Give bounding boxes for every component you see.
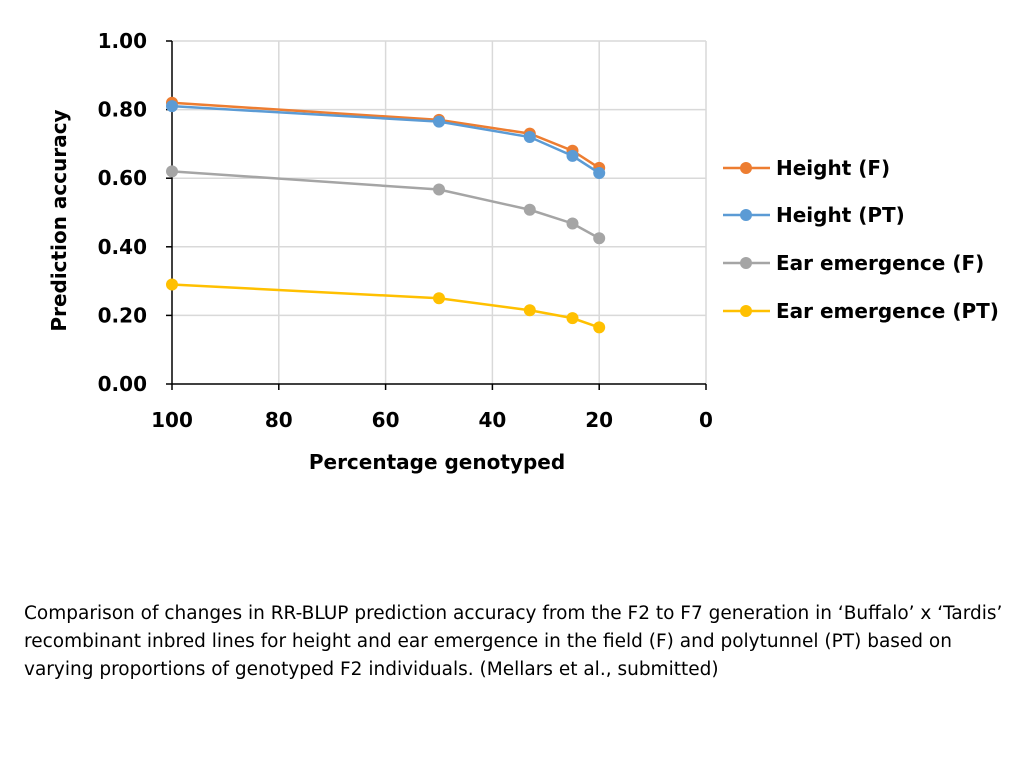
data-point [566, 217, 579, 230]
legend-label: Ear emergence (F) [776, 251, 984, 275]
y-tick-label: 0.60 [98, 166, 147, 190]
data-point [593, 232, 606, 245]
y-tick-label: 0.20 [98, 303, 147, 327]
legend-label: Height (PT) [776, 203, 905, 227]
data-point [593, 167, 606, 180]
x-tick-label: 80 [265, 408, 293, 432]
data-point [166, 100, 178, 113]
x-tick-label: 60 [372, 408, 400, 432]
legend-swatch-marker [740, 257, 752, 269]
legend-item: Ear emergence (F) [723, 251, 984, 275]
data-point [523, 131, 536, 144]
data-point [166, 278, 178, 291]
legend-item: Ear emergence (PT) [723, 299, 999, 323]
y-axis-title: Prediction accuracy [47, 109, 71, 331]
data-point [566, 149, 579, 162]
data-point [523, 203, 536, 216]
legend-swatch-marker [740, 209, 752, 221]
chart-series [166, 96, 606, 334]
data-point [433, 115, 445, 128]
data-point [433, 292, 445, 305]
data-point [523, 304, 536, 317]
series-3 [166, 278, 606, 334]
series-2 [166, 165, 606, 245]
line-chart: 0.00 0.20 0.40 0.60 0.80 1.00 100 80 60 40 20 0 Pr… [47, 29, 999, 474]
y-tick-label: 0.80 [98, 98, 147, 122]
legend-item: Height (PT) [723, 203, 905, 227]
y-tick-label: 0.40 [98, 235, 147, 259]
legend-label: Height (F) [776, 156, 890, 180]
y-tick-labels: 0.00 0.20 0.40 0.60 0.80 1.00 [98, 29, 147, 396]
y-tick-label: 1.00 [98, 29, 147, 53]
chart-legend: Height (F) Height (PT) Ear emergence (F) Ea… [723, 156, 999, 323]
data-point [593, 321, 606, 334]
legend-item: Height (F) [723, 156, 890, 180]
x-tick-label: 100 [151, 408, 193, 432]
figure-caption: Comparison of changes in RR-BLUP predict… [24, 603, 1003, 680]
data-point [566, 312, 579, 325]
legend-swatch-marker [740, 162, 752, 174]
y-tick-label: 0.00 [98, 372, 147, 396]
x-tick-label: 20 [585, 408, 613, 432]
data-point [166, 165, 178, 178]
chart-axes [166, 40, 707, 390]
series-1 [166, 100, 606, 180]
data-point [433, 183, 445, 196]
legend-label: Ear emergence (PT) [776, 299, 999, 323]
x-tick-labels: 100 80 60 40 20 0 [151, 408, 713, 432]
x-tick-label: 40 [478, 408, 506, 432]
x-tick-label: 0 [699, 408, 713, 432]
chart-gridlines [172, 40, 707, 384]
legend-swatch-marker [740, 305, 752, 317]
x-axis-title: Percentage genotyped [309, 450, 565, 474]
